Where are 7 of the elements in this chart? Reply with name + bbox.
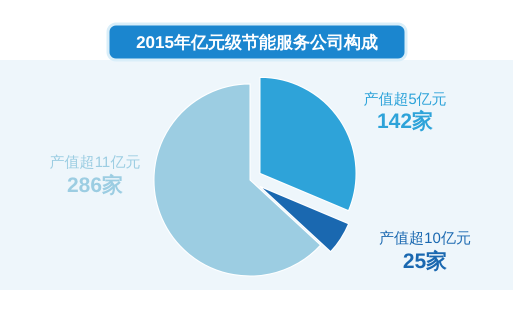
data-label: 25家 <box>402 249 448 273</box>
chart-title: 2015年亿元级节能服务公司构成 <box>136 33 378 52</box>
slice-label: 产值超11亿元 <box>50 154 140 171</box>
data-label: 286家 <box>66 173 124 197</box>
slice-label: 产值超10亿元 <box>379 230 471 247</box>
slice-label: 产值超5亿元 <box>363 91 447 108</box>
data-label: 142家 <box>376 109 434 133</box>
